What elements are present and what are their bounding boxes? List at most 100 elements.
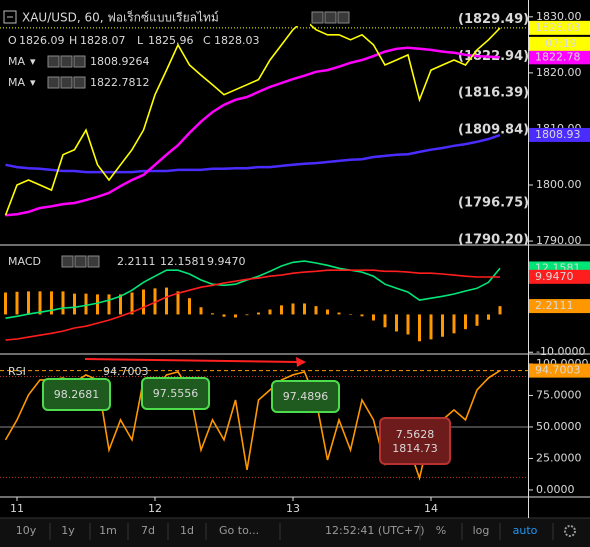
rsi-axis-label-box — [529, 363, 590, 378]
legend-caret: ▾ — [30, 76, 36, 89]
histogram-bar — [153, 288, 157, 315]
signal-axis-label: 9.9470 — [535, 270, 574, 283]
y-tick-label: 1800.00 — [536, 178, 582, 191]
collapse-icon[interactable] — [3, 10, 17, 24]
title-bg — [18, 9, 310, 26]
low-annotation-box[interactable] — [379, 417, 451, 465]
gear-icon[interactable] — [74, 255, 87, 268]
histogram-bar — [441, 314, 444, 337]
y-tick-label: 1830.00 — [536, 10, 582, 23]
histogram-bar — [487, 314, 490, 320]
x-tick-label: 12 — [148, 502, 162, 515]
histogram-bar — [142, 289, 145, 315]
gear-icon[interactable] — [60, 76, 73, 89]
histogram-bar — [360, 314, 364, 317]
last-price-label: 1828.03 — [535, 21, 581, 34]
histogram-bar — [73, 293, 76, 315]
eye-icon[interactable] — [61, 255, 74, 268]
histogram-bar — [383, 314, 387, 328]
histogram-bar — [418, 314, 421, 342]
y-tick-label: 25.0000 — [536, 451, 582, 464]
signal-axis-label-box — [529, 269, 590, 284]
ohlc-label: H — [69, 34, 77, 47]
range-button[interactable]: 7d — [141, 524, 155, 537]
low-annotation: 7.5628 — [396, 428, 435, 441]
ma-price-label: 1808.93 — [535, 128, 581, 141]
range-button[interactable]: 1m — [99, 524, 117, 537]
peak-annotation: 98.2681 — [54, 388, 100, 401]
x-tick-label: 13 — [286, 502, 300, 515]
chart-title: XAU/USD, 60, ฟอเร็กซ์แบบเรียลไทม์ — [22, 10, 219, 25]
peak-annotation-box[interactable] — [271, 380, 340, 413]
fib-level: (1796.75) — [458, 196, 529, 211]
range-button[interactable]: 10y — [16, 524, 37, 537]
eye-icon[interactable] — [311, 11, 324, 24]
histogram-bar — [38, 291, 42, 315]
ohlc-value: 1826.09 — [19, 34, 65, 47]
macd-line — [5, 269, 500, 341]
ohlc-label: L — [137, 34, 144, 47]
peak-annotation: 97.5556 — [153, 387, 199, 400]
histogram-bar — [61, 291, 65, 315]
pane-title: RSI — [8, 365, 26, 378]
hist-axis-label-box — [529, 299, 590, 314]
histogram-bar — [257, 312, 260, 315]
histogram-bar — [234, 314, 237, 318]
x-tick-label: 14 — [424, 502, 438, 515]
close-icon[interactable] — [73, 55, 86, 68]
histogram-bar — [119, 294, 122, 315]
range-button[interactable]: 1y — [61, 524, 75, 537]
peak-annotation-box[interactable] — [141, 377, 210, 410]
histogram-bar — [96, 294, 99, 315]
settings-button[interactable] — [564, 525, 576, 537]
legend-caret: ▾ — [30, 55, 36, 68]
low-annotation: 1814.73 — [392, 442, 438, 455]
scale-option[interactable]: % — [436, 524, 446, 537]
histogram-bar — [372, 314, 375, 321]
clock: 12:52:41 (UTC+7) — [325, 524, 425, 537]
close-icon[interactable] — [337, 11, 350, 24]
fib-level: (1816.39) — [458, 86, 529, 101]
y-tick-label: 50.0000 — [536, 420, 582, 433]
scale-option[interactable]: auto — [513, 524, 538, 537]
y-tick-label: 1820.00 — [536, 66, 582, 79]
eye-icon[interactable] — [47, 55, 60, 68]
moving-average — [5, 133, 501, 174]
rsi-line — [4, 369, 501, 481]
histogram-bar — [211, 313, 214, 315]
histogram-bar — [280, 305, 283, 315]
close-icon[interactable] — [87, 255, 100, 268]
range-button[interactable]: 1d — [180, 524, 194, 537]
rsi-axis-label: 94.7003 — [535, 364, 581, 377]
close-icon[interactable] — [73, 76, 86, 89]
histogram-bar — [337, 312, 341, 315]
moving-average — [5, 46, 501, 217]
histogram-bar — [4, 292, 7, 315]
y-tick-label: 0.0000 — [536, 483, 575, 496]
peak-annotation-box[interactable] — [42, 378, 111, 411]
gear-icon[interactable] — [60, 55, 73, 68]
histogram-bar — [188, 298, 191, 315]
eye-icon[interactable] — [47, 76, 60, 89]
overlay — [3, 10, 306, 367]
histogram-bar — [27, 291, 30, 315]
histogram-bar — [130, 292, 134, 315]
ohlc-value: 1825.96 — [148, 34, 194, 47]
arrow-head — [296, 357, 306, 367]
scale-option[interactable]: log — [473, 524, 490, 537]
legend-value: 12.1581 — [160, 255, 206, 268]
pane-title: MACD — [8, 255, 41, 268]
ma-price-label: 1822.78 — [535, 50, 581, 63]
histogram-bar — [15, 291, 19, 315]
histogram-bar — [291, 303, 295, 315]
histogram-bar — [349, 314, 352, 315]
histogram-bar — [165, 287, 168, 315]
goto-button[interactable]: Go to... — [219, 524, 259, 537]
legend-value: 94.7003 — [103, 365, 149, 378]
ohlc-label: O — [8, 34, 17, 47]
gear-icon[interactable] — [324, 11, 337, 24]
legend-value: 9.9470 — [207, 255, 246, 268]
ohlc-value: 1828.03 — [214, 34, 260, 47]
fib-level: (1809.84) — [458, 122, 529, 137]
